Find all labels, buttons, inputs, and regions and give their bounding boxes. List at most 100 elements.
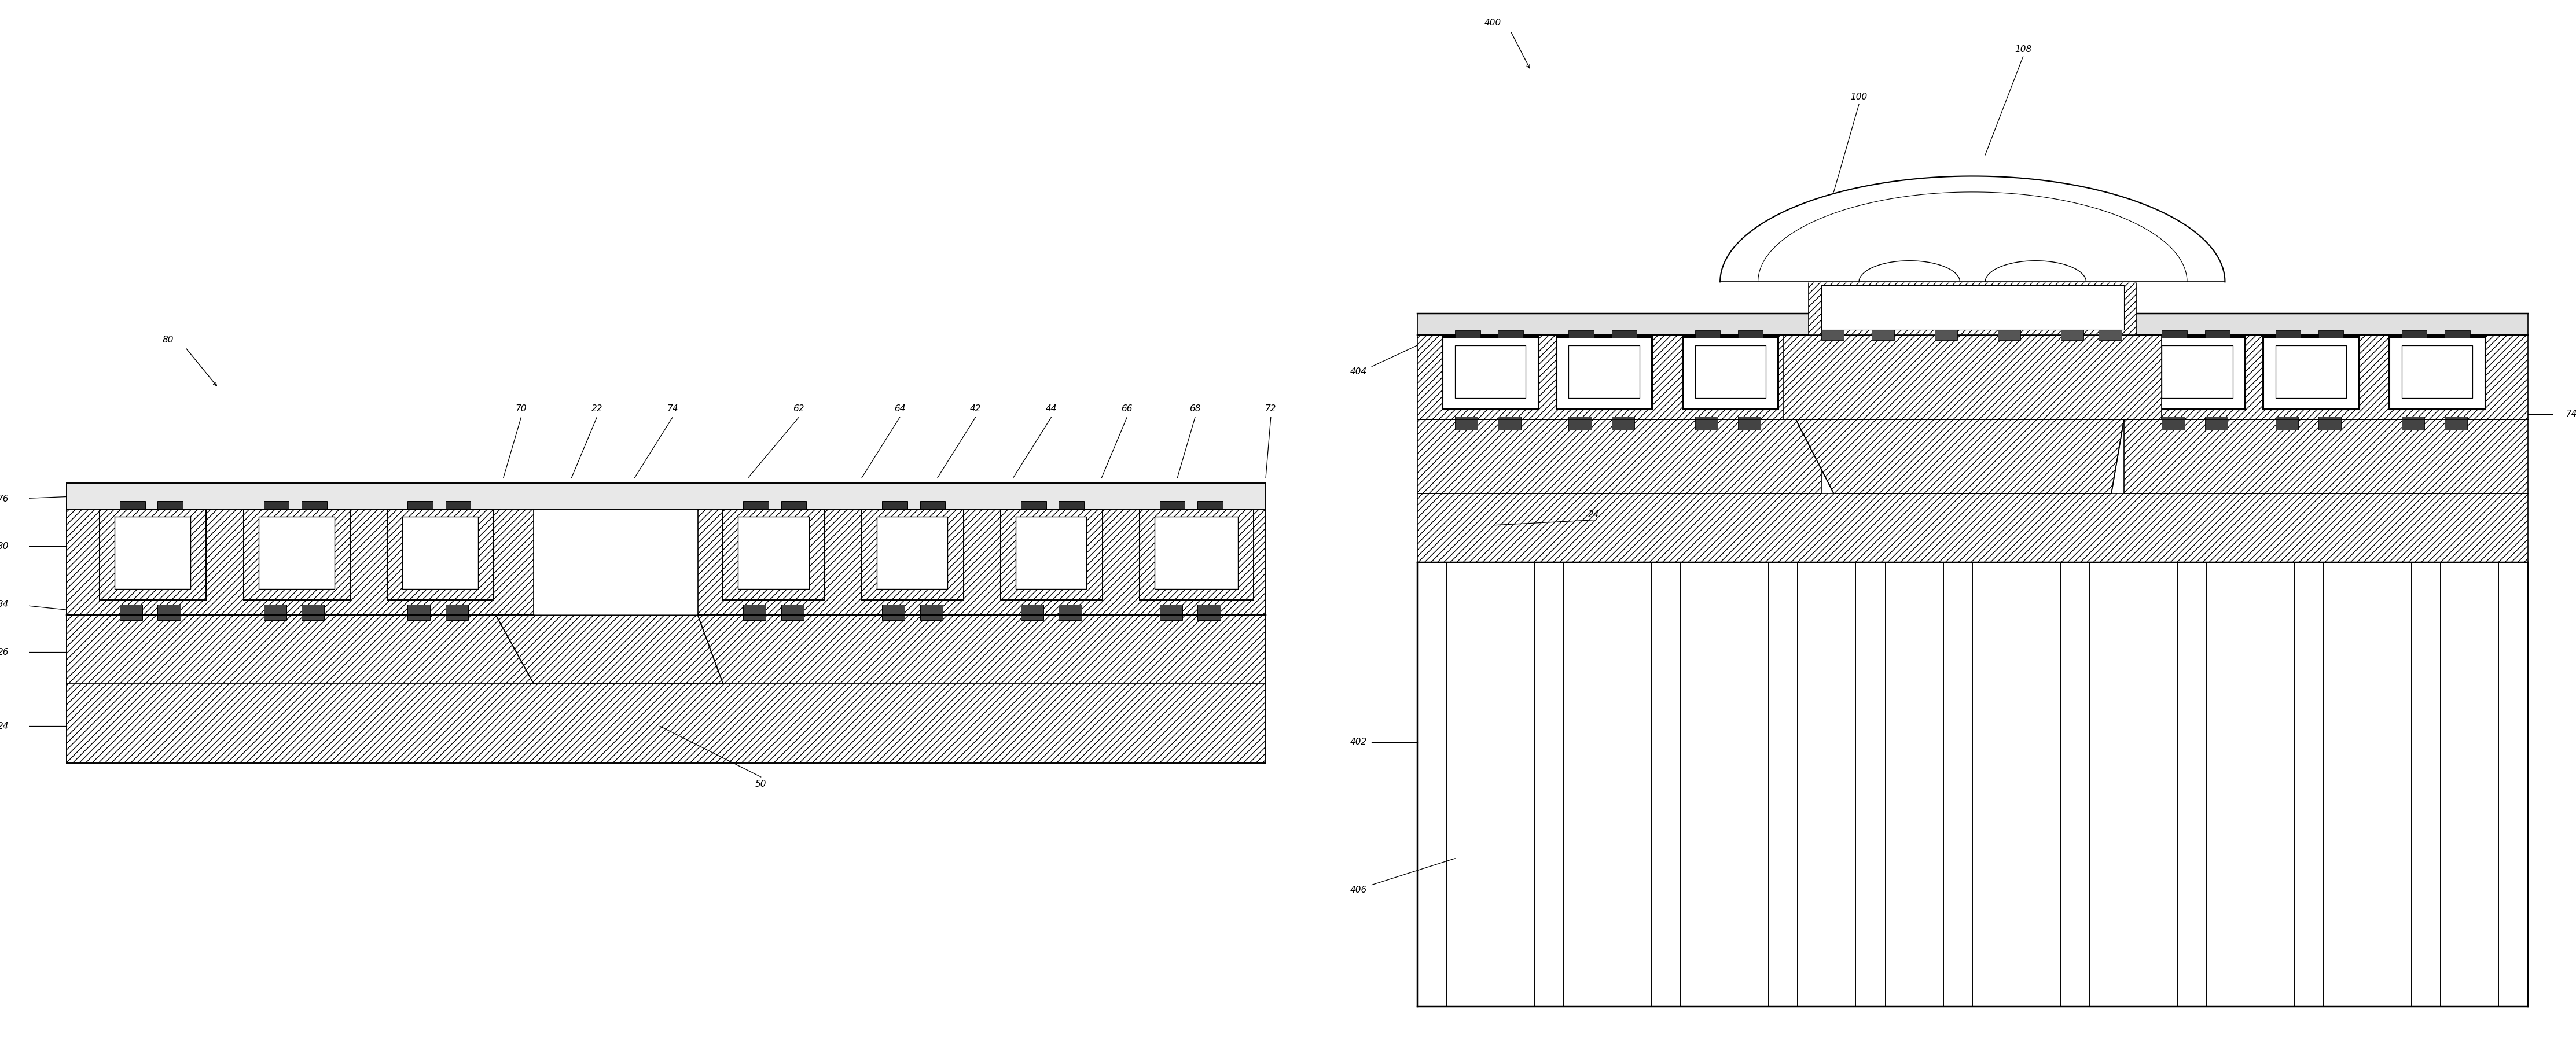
Bar xyxy=(1999,330,2020,341)
Text: 74: 74 xyxy=(667,404,677,413)
Bar xyxy=(2318,416,2342,430)
Bar xyxy=(1695,331,1721,338)
Bar xyxy=(2401,346,2473,398)
Bar xyxy=(1015,517,1087,589)
Bar xyxy=(1443,337,1538,408)
Bar xyxy=(1821,330,1844,341)
Bar xyxy=(1783,335,2161,419)
Bar xyxy=(2161,346,2233,398)
Bar xyxy=(1455,416,1479,430)
Text: 44: 44 xyxy=(1046,404,1056,413)
Bar xyxy=(1499,331,1522,338)
Bar xyxy=(2125,335,2527,419)
Text: 34: 34 xyxy=(0,601,8,609)
Bar xyxy=(2161,416,2184,430)
Bar xyxy=(863,509,963,599)
Bar xyxy=(1417,562,2527,1007)
Bar xyxy=(1139,509,1252,599)
Text: 80: 80 xyxy=(162,335,173,345)
Bar xyxy=(242,509,350,599)
Bar xyxy=(1417,419,1821,493)
Bar xyxy=(863,509,963,599)
Text: 62: 62 xyxy=(793,404,804,413)
Text: 30: 30 xyxy=(0,542,8,551)
Text: 100: 100 xyxy=(1850,92,1868,101)
Text: 404: 404 xyxy=(1350,367,1368,377)
Bar xyxy=(1059,605,1082,621)
Bar xyxy=(301,605,325,621)
Bar xyxy=(1569,416,1592,430)
Bar xyxy=(118,605,142,621)
Bar xyxy=(2061,330,2084,341)
Bar xyxy=(1154,517,1239,589)
Bar xyxy=(1695,346,1765,398)
Bar xyxy=(407,605,430,621)
Bar xyxy=(724,509,824,599)
Bar xyxy=(2148,337,2246,408)
Bar xyxy=(999,509,1103,599)
Bar xyxy=(920,501,945,509)
Bar xyxy=(386,509,495,599)
Bar xyxy=(744,605,765,621)
Bar xyxy=(1682,337,1777,408)
Bar xyxy=(920,605,943,621)
Text: 72: 72 xyxy=(1265,404,1278,413)
Bar xyxy=(1821,285,2125,330)
Bar xyxy=(407,501,433,509)
Bar xyxy=(781,605,804,621)
Bar xyxy=(2262,337,2360,408)
Bar xyxy=(116,517,191,589)
Bar xyxy=(67,483,1265,509)
Text: 24: 24 xyxy=(1589,510,1600,519)
Bar xyxy=(1159,605,1182,621)
Bar xyxy=(100,509,206,599)
Bar xyxy=(1569,331,1595,338)
Bar xyxy=(724,509,824,599)
Text: 402: 402 xyxy=(1350,737,1368,746)
Text: 66: 66 xyxy=(1121,404,1133,413)
Bar xyxy=(402,517,479,589)
Bar xyxy=(881,501,907,509)
Bar xyxy=(2401,416,2424,430)
Text: 74: 74 xyxy=(2566,410,2576,418)
Bar xyxy=(118,501,144,509)
Bar xyxy=(1695,416,1718,430)
Bar xyxy=(2262,337,2360,408)
Bar xyxy=(1935,330,1958,341)
Bar xyxy=(67,504,533,615)
Bar xyxy=(1020,501,1046,509)
Bar xyxy=(1569,346,1638,398)
Bar xyxy=(1198,501,1224,509)
Text: 50: 50 xyxy=(755,780,768,788)
Bar xyxy=(1613,416,1633,430)
Bar xyxy=(781,501,806,509)
Bar xyxy=(876,517,948,589)
Bar xyxy=(2318,331,2344,338)
Text: 108: 108 xyxy=(2014,45,2032,53)
Bar xyxy=(2125,419,2527,493)
Bar xyxy=(1059,501,1084,509)
Bar xyxy=(1808,282,2136,335)
Bar xyxy=(1873,330,1893,341)
Text: 400: 400 xyxy=(1484,18,1502,28)
Bar xyxy=(2275,346,2347,398)
Bar xyxy=(2099,330,2123,341)
Bar xyxy=(1556,337,1651,408)
Bar xyxy=(301,501,327,509)
Bar xyxy=(446,605,469,621)
Bar xyxy=(1159,501,1185,509)
Bar xyxy=(67,684,1265,763)
Text: 26: 26 xyxy=(0,648,8,657)
Bar xyxy=(1020,605,1043,621)
Bar xyxy=(881,605,904,621)
Text: 22: 22 xyxy=(590,404,603,413)
Bar xyxy=(1443,337,1538,408)
Bar xyxy=(67,615,533,684)
Bar xyxy=(1139,509,1252,599)
Text: 68: 68 xyxy=(1190,404,1200,413)
Bar xyxy=(1739,331,1762,338)
Bar xyxy=(157,501,183,509)
Bar xyxy=(2205,331,2231,338)
Bar xyxy=(1739,416,1759,430)
Polygon shape xyxy=(495,615,724,684)
